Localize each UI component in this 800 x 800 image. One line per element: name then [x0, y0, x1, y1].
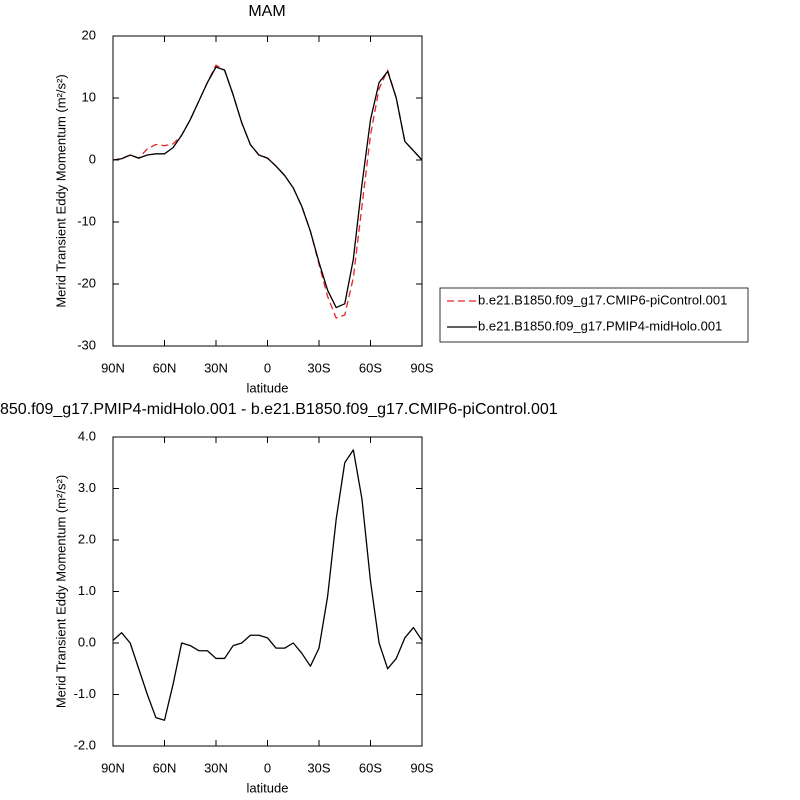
y-tick-label: -1.0 — [74, 686, 96, 701]
line-series — [112, 66, 423, 309]
y-axis-label: Merid Transient Eddy Momentum (m²/s²) — [53, 475, 68, 708]
y-tick-label: -2.0 — [74, 737, 96, 752]
x-tick-label: 90S — [410, 360, 433, 375]
y-axis-label: Merid Transient Eddy Momentum (m²/s²) — [53, 74, 68, 307]
chart-title: MAM — [248, 3, 285, 20]
legend-box — [439, 287, 749, 343]
x-axis-label: latitude — [247, 780, 289, 795]
x-tick-label: 0 — [264, 360, 271, 375]
y-tick-label: 0 — [89, 151, 96, 166]
x-tick-label: 30N — [204, 760, 228, 775]
y-tick-label: 1.0 — [78, 583, 96, 598]
x-tick-label: 90N — [101, 360, 125, 375]
x-tick-label: 30S — [307, 360, 330, 375]
x-tick-label: 60N — [153, 760, 177, 775]
x-tick-label: 30N — [204, 360, 228, 375]
plot-frame — [112, 35, 423, 347]
y-tick-label: 2.0 — [78, 531, 96, 546]
y-tick-label: 20 — [82, 27, 96, 42]
line-series — [112, 449, 423, 721]
y-tick-label: 4.0 — [78, 428, 96, 443]
y-tick-label: 3.0 — [78, 480, 96, 495]
y-tick-label: -10 — [77, 213, 96, 228]
x-axis-label: latitude — [247, 380, 289, 395]
line-series — [112, 64, 423, 319]
legend-label: b.e21.B1850.f09_g17.PMIP4-midHolo.001 — [478, 318, 722, 333]
legend-label: b.e21.B1850.f09_g17.CMIP6-piControl.001 — [478, 292, 727, 307]
chart-title: 850.f09_g17.PMIP4-midHolo.001 - b.e21.B1… — [0, 401, 558, 418]
x-tick-label: 60S — [359, 360, 382, 375]
x-tick-label: 60S — [359, 760, 382, 775]
y-tick-label: -20 — [77, 275, 96, 290]
x-tick-label: 60N — [153, 360, 177, 375]
x-tick-label: 0 — [264, 760, 271, 775]
plot-frame — [112, 436, 423, 747]
y-tick-label: -30 — [77, 337, 96, 352]
y-tick-label: 10 — [82, 89, 96, 104]
x-tick-label: 90S — [410, 760, 433, 775]
y-tick-label: 0.0 — [78, 634, 96, 649]
x-tick-label: 90N — [101, 760, 125, 775]
x-tick-label: 30S — [307, 760, 330, 775]
